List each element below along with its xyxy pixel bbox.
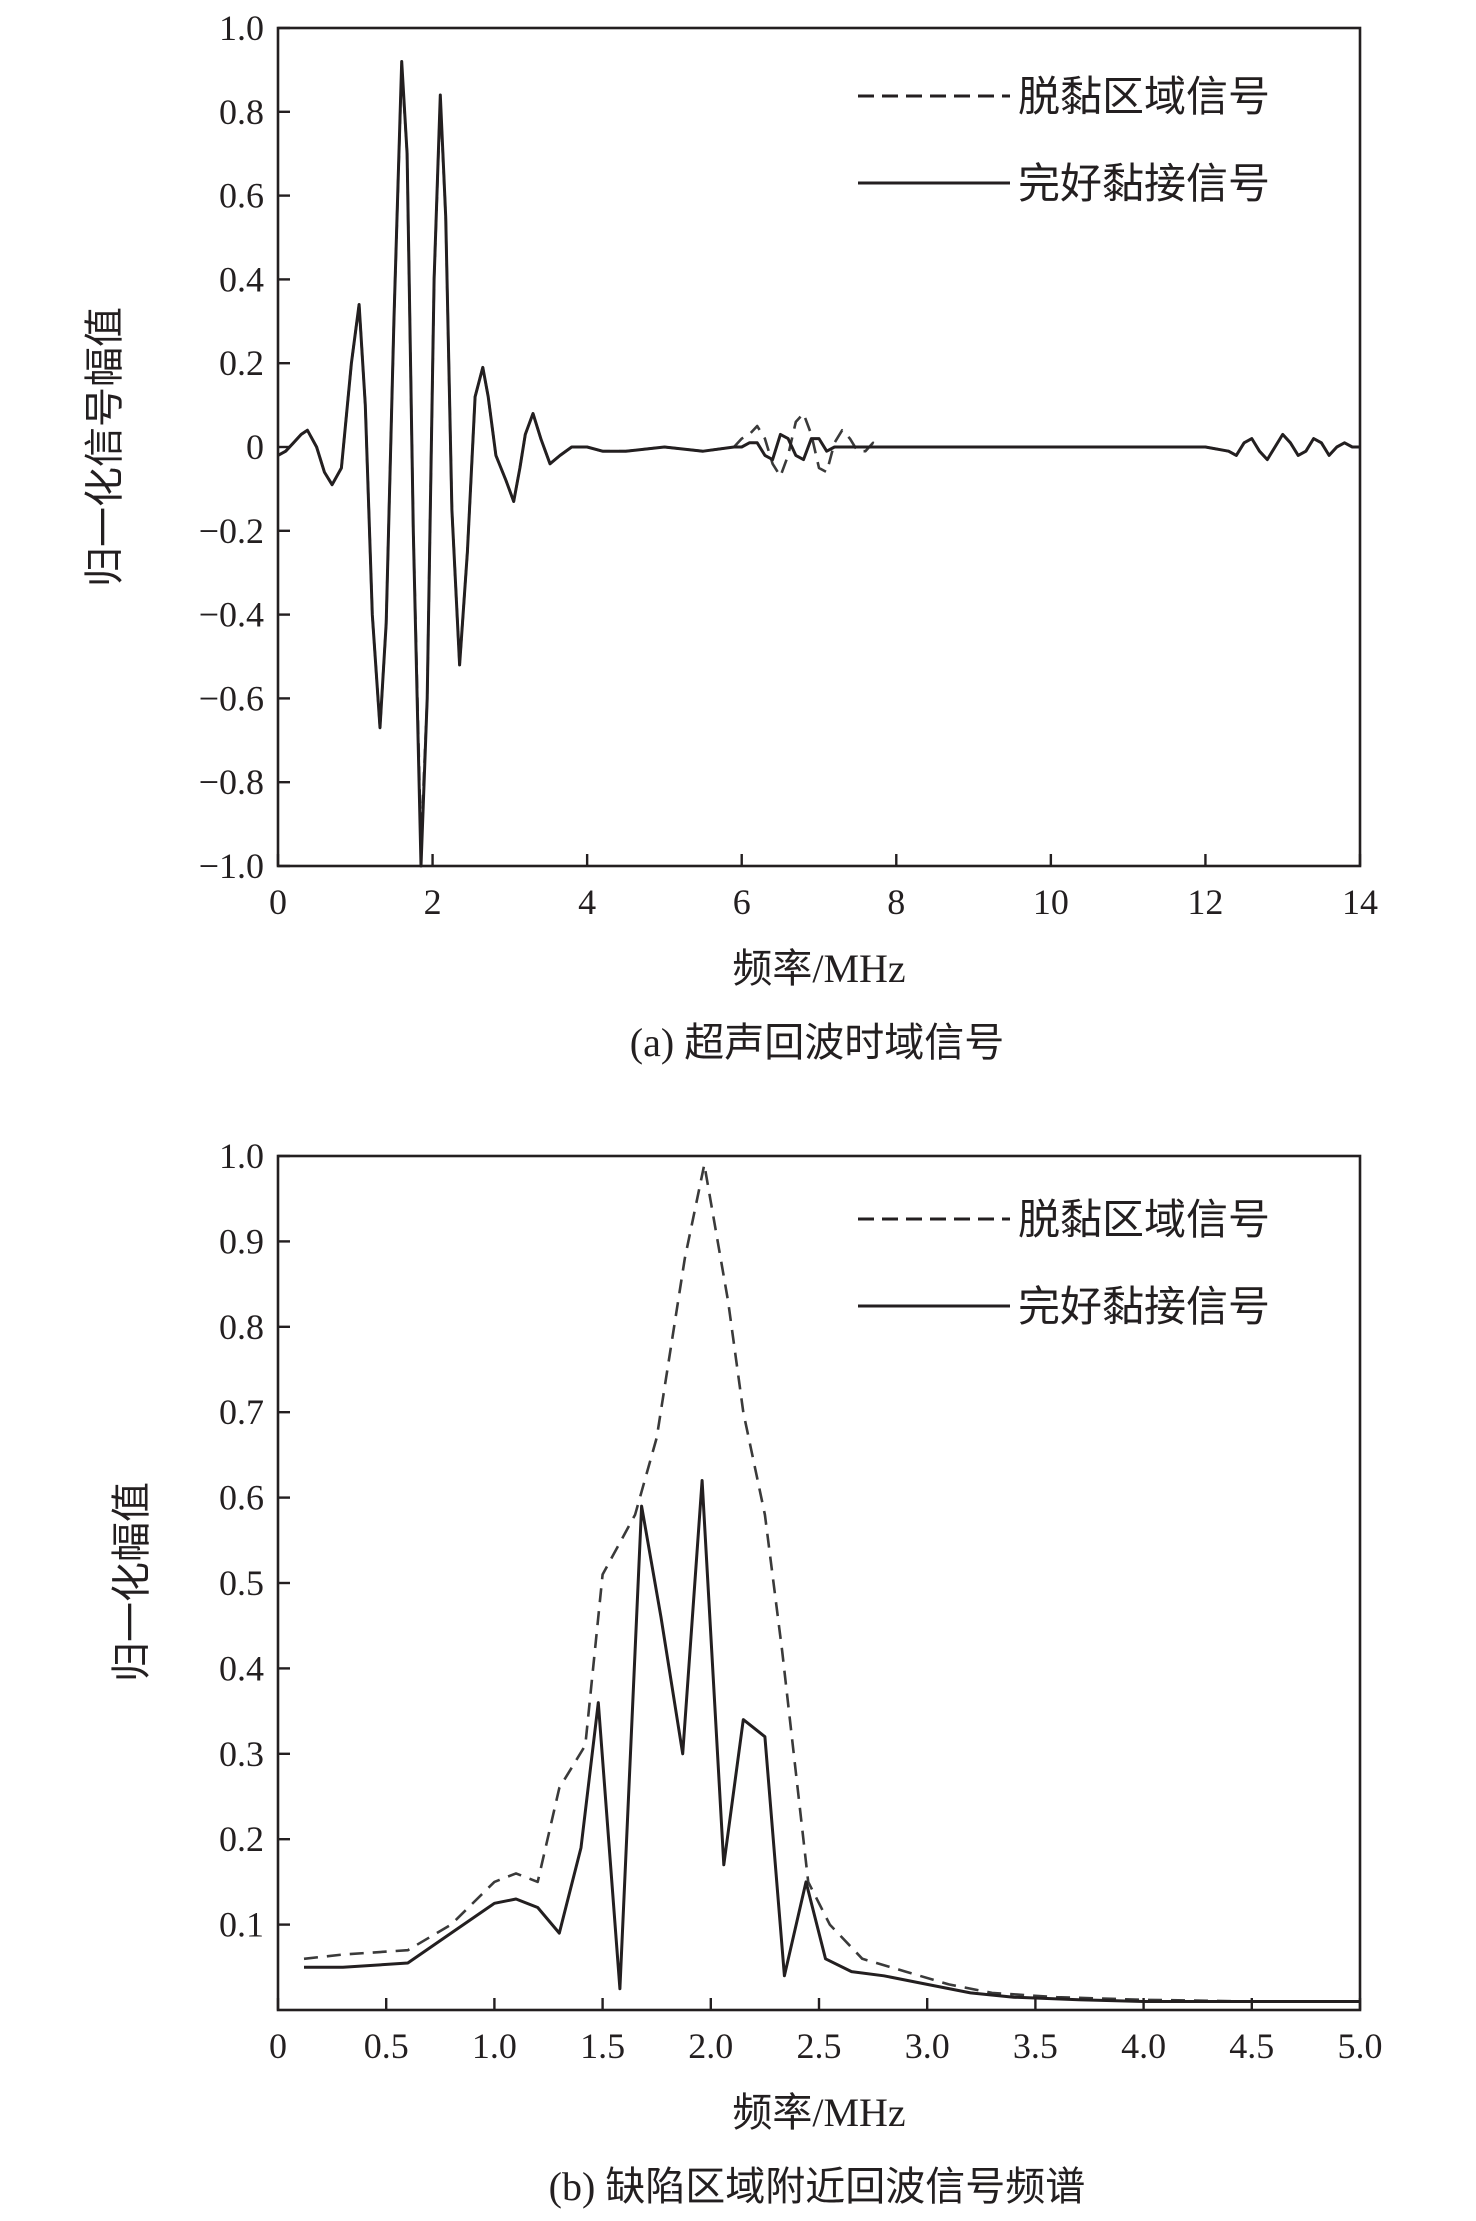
chart-a-x-tick-label: 12 [1187,882,1223,922]
chart-b-y-tick-label: 0.6 [219,1478,264,1518]
chart-b-legend-label-intact: 完好黏接信号 [1018,1284,1270,1331]
chart-b-legend-label-debonded: 脱黏区域信号 [1018,1198,1270,1244]
chart-b-x-tick-label: 3.0 [905,2026,950,2066]
chart-a-y-tick-label: −0.4 [199,595,264,635]
chart-a-x-tick-label: 0 [269,882,287,922]
chart-a-y-tick-label: −0.2 [199,511,264,551]
chart-a-y-tick-label: −1.0 [199,846,264,886]
chart-a-y-tick-label: 1.0 [219,8,264,48]
chart-b-y-tick-label: 0.2 [219,1819,264,1859]
chart-a-y-axis-title: 归一化信号幅值 [82,307,127,587]
chart-a-legend-label-intact: 完好黏接信号 [1018,161,1270,208]
chart-a-x-tick-label: 6 [733,882,751,922]
chart-a-x-tick-label: 8 [887,882,905,922]
chart-b-x-tick-label: 4.5 [1229,2026,1274,2066]
chart-b-y-tick-label: 0.1 [219,1905,264,1945]
chart-b-x-tick-label: 3.5 [1013,2026,1058,2066]
chart-a-y-tick-label: 0.4 [219,259,264,299]
chart-a-time-domain-signal: 0 2 4 6 8 10 12 14 1.0 0.8 0.6 0.4 0.2 0 −0.2 −0.4 −0.6 −… [82,8,1378,1065]
chart-b-x-tick-label: 2.5 [797,2026,842,2066]
chart-b-y-tick-label: 0.5 [219,1563,264,1603]
chart-a-x-tick-label: 4 [578,882,596,922]
chart-a-legend-label-debonded: 脱黏区域信号 [1018,75,1270,121]
chart-a-x-tick-label: 2 [424,882,442,922]
chart-b-x-tick-label: 1.0 [472,2026,517,2066]
chart-b-x-tick-label: 2.0 [688,2026,733,2066]
chart-b-x-tick-label: 1.5 [580,2026,625,2066]
chart-a-x-tick-label: 14 [1342,882,1378,922]
chart-a-y-tick-label: 0 [246,427,264,467]
chart-a-y-tick-label: 0.6 [219,176,264,216]
chart-b-y-tick-label: 0.9 [219,1221,264,1261]
chart-b-x-tick-label: 5.0 [1338,2026,1383,2066]
chart-b-series-debonded-line [303,1163,1360,2003]
chart-b-x-tick-label: 0.5 [364,2026,409,2066]
chart-b-y-tick-label: 1.0 [219,1136,264,1176]
chart-b-y-axis-title: 归一化幅值 [109,1482,154,1682]
chart-b-frequency-spectrum: 0 0.5 1.0 1.5 2.0 2.5 3.0 3.5 4.0 4.5 5.0 1.0 0.9 0.8… [109,1136,1383,2209]
chart-a-x-axis-title: 频率/MHz [732,946,905,991]
chart-a-series-intact-line [277,60,1360,868]
chart-a-y-tick-label: 0.2 [219,343,264,383]
chart-b-x-axis-title: 频率/MHz [732,2090,905,2135]
chart-a-caption: (a) 超声回波时域信号 [630,1020,1004,1065]
chart-b-x-tick-label: 4.0 [1121,2026,1166,2066]
chart-b-caption: (b) 缺陷区域附近回波信号频谱 [549,2164,1086,2209]
chart-b-y-tick-label: 0.7 [219,1392,264,1432]
chart-a-y-tick-label: −0.8 [199,762,264,802]
chart-b-y-tick-label: 0.8 [219,1307,264,1347]
chart-b-series-intact-line [304,1479,1360,2003]
chart-b-y-tick-label: 0.4 [219,1648,264,1688]
chart-b-y-tick-label: 0.3 [219,1734,264,1774]
chart-a-y-tick-label: −0.6 [199,678,264,718]
chart-a-y-tick-label: 0.8 [219,92,264,132]
chart-a-x-tick-label: 10 [1033,882,1069,922]
chart-b-x-tick-label: 0 [269,2026,287,2066]
